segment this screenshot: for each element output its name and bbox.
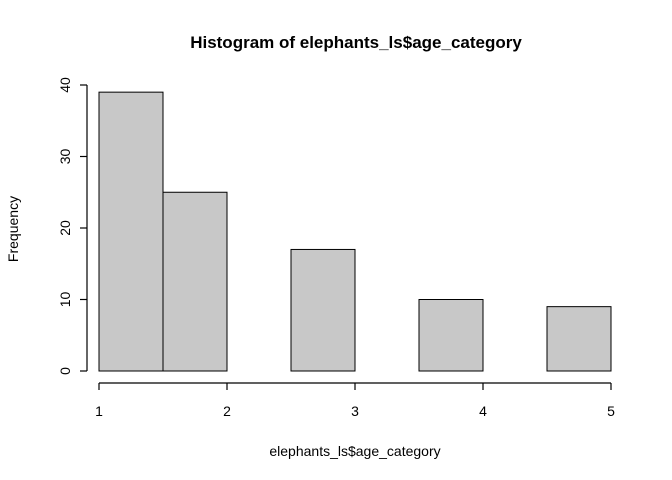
histogram-bar-2 bbox=[162, 191, 228, 372]
x-tick-label: 3 bbox=[351, 403, 359, 419]
y-tick-label: 20 bbox=[57, 220, 73, 236]
y-axis: 0 10 20 30 40 bbox=[57, 77, 88, 375]
y-tick-label: 0 bbox=[57, 367, 73, 375]
x-tick-label: 5 bbox=[607, 403, 615, 419]
x-axis-label: elephants_ls$age_category bbox=[269, 443, 440, 459]
bars-group bbox=[98, 91, 612, 372]
histogram-bar-4 bbox=[290, 248, 356, 372]
y-tick-label: 40 bbox=[57, 77, 73, 93]
x-tick-label: 4 bbox=[479, 403, 487, 419]
x-tick-label: 2 bbox=[223, 403, 231, 419]
chart-title: Histogram of elephants_ls$age_category bbox=[190, 33, 522, 52]
histogram-bar-6 bbox=[418, 299, 484, 372]
histogram-bar-8 bbox=[546, 306, 612, 372]
y-axis-label: Frequency bbox=[5, 196, 21, 262]
y-tick-label: 30 bbox=[57, 149, 73, 165]
y-tick-label: 10 bbox=[57, 292, 73, 308]
histogram-bar-1 bbox=[98, 91, 164, 372]
x-axis: 1 2 3 4 5 bbox=[95, 382, 615, 419]
x-tick-label: 1 bbox=[95, 403, 103, 419]
